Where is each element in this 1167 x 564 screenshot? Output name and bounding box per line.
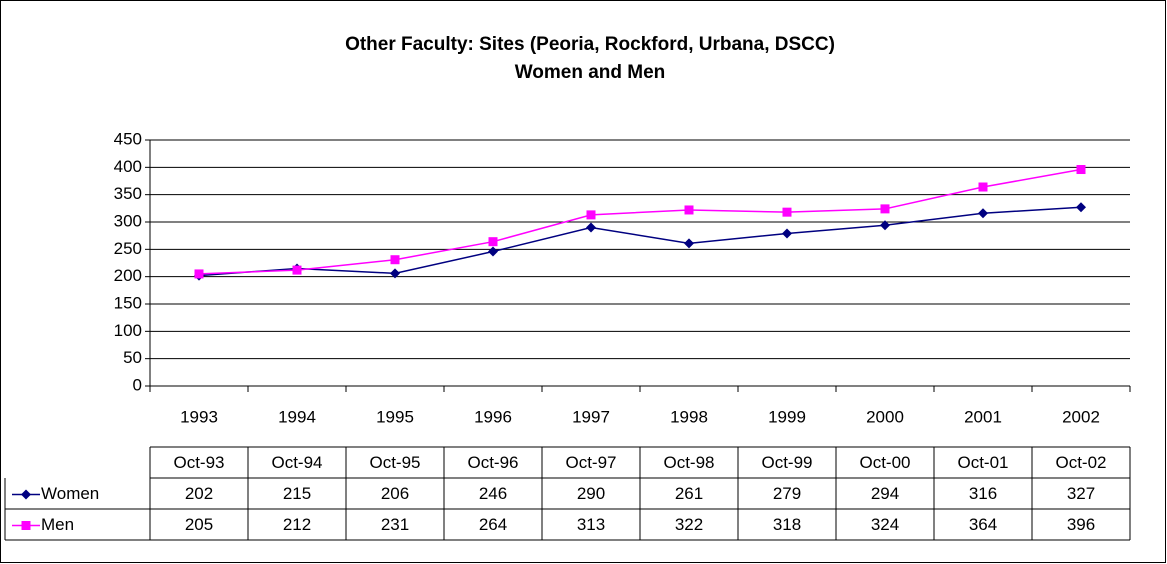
table-value: 264 (479, 515, 507, 534)
table-header: Oct-01 (957, 453, 1008, 472)
table-header: Oct-00 (859, 453, 910, 472)
x-tick-label: 1998 (670, 407, 708, 426)
x-tick-label: 1993 (180, 407, 218, 426)
marker (1076, 202, 1086, 213)
table-value: 327 (1067, 484, 1095, 503)
table-header: Oct-02 (1055, 453, 1106, 472)
y-tick-label: 450 (114, 129, 142, 148)
y-tick-label: 0 (133, 375, 142, 394)
table-value: 231 (381, 515, 409, 534)
chart-subtitle: Women and Men (515, 62, 666, 83)
legend-label: Women (41, 484, 99, 503)
table-value: 202 (185, 484, 213, 503)
marker (782, 228, 792, 239)
x-tick-label: 1997 (572, 407, 610, 426)
series-line (198, 206, 1082, 277)
marker (586, 210, 596, 220)
x-tick-label: 1995 (376, 407, 414, 426)
legend-label: Men (41, 515, 74, 534)
table-value: 396 (1067, 515, 1095, 534)
marker (586, 222, 596, 233)
y-tick-label: 400 (114, 157, 142, 176)
table-value: 205 (185, 515, 213, 534)
table-header: Oct-93 (173, 453, 224, 472)
table-header: Oct-97 (565, 453, 616, 472)
marker (880, 220, 890, 231)
table-value: 212 (283, 515, 311, 534)
marker (194, 269, 204, 279)
table-header: Oct-95 (369, 453, 420, 472)
x-tick-label: 1996 (474, 407, 512, 426)
table-value: 318 (773, 515, 801, 534)
x-tick-label: 1994 (278, 407, 316, 426)
table-header: Oct-96 (467, 453, 518, 472)
table-value: 261 (675, 484, 703, 503)
marker (390, 268, 400, 279)
y-tick-label: 150 (114, 293, 142, 312)
table-value: 313 (577, 515, 605, 534)
table-header: Oct-94 (271, 453, 322, 472)
table-value: 324 (871, 515, 899, 534)
table-value: 206 (381, 484, 409, 503)
marker (880, 204, 890, 214)
table-header: Oct-98 (663, 453, 714, 472)
y-tick-label: 200 (114, 266, 142, 285)
table-value: 322 (675, 515, 703, 534)
x-tick-label: 1999 (768, 407, 806, 426)
marker (684, 205, 694, 215)
table-value: 246 (479, 484, 507, 503)
x-tick-label: 2001 (964, 407, 1002, 426)
marker (684, 238, 694, 249)
marker (292, 265, 302, 275)
marker (488, 237, 498, 247)
marker (1076, 165, 1086, 175)
marker (978, 182, 988, 192)
y-tick-label: 50 (123, 348, 142, 367)
series-line (198, 168, 1082, 275)
marker (488, 246, 498, 257)
y-tick-label: 100 (114, 321, 142, 340)
x-tick-label: 2002 (1062, 407, 1100, 426)
table-value: 279 (773, 484, 801, 503)
legend-marker (21, 521, 31, 530)
y-tick-label: 250 (114, 239, 142, 258)
y-tick-label: 300 (114, 211, 142, 230)
marker (782, 207, 792, 217)
marker (978, 208, 988, 219)
table-value: 364 (969, 515, 997, 534)
table-value: 290 (577, 484, 605, 503)
table-value: 294 (871, 484, 899, 503)
y-tick-label: 350 (114, 184, 142, 203)
chart-title: Other Faculty: Sites (Peoria, Rockford, … (345, 34, 835, 55)
legend-marker (21, 489, 31, 500)
table-header: Oct-99 (761, 453, 812, 472)
table-value: 316 (969, 484, 997, 503)
table-value: 215 (283, 484, 311, 503)
marker (390, 255, 400, 265)
x-tick-label: 2000 (866, 407, 904, 426)
